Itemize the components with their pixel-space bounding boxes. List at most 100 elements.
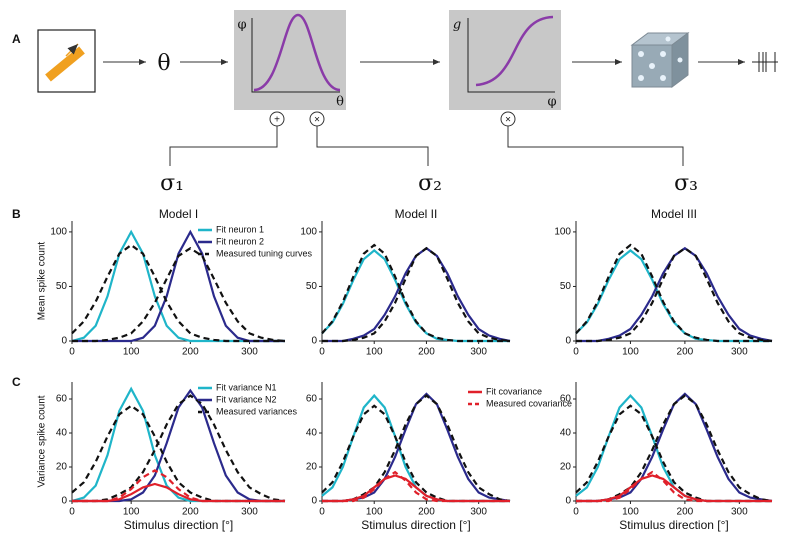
gain-axes <box>467 18 555 93</box>
axis-label: φ <box>237 18 246 33</box>
x-tick-label: 300 <box>731 347 748 358</box>
x-tick-label: 100 <box>622 347 639 358</box>
data-line <box>321 249 510 343</box>
y-axis-label: Variance spike count <box>37 395 48 487</box>
y-tick-label: 50 <box>306 281 318 292</box>
x-axis-label: Stimulus direction [°] <box>619 518 729 532</box>
x-tick-label: 100 <box>366 507 383 518</box>
data-line <box>322 246 511 343</box>
stimulus-box <box>37 29 96 93</box>
stimulus-bar <box>45 46 85 82</box>
data-line <box>71 404 285 503</box>
axis-label: g <box>453 18 461 33</box>
x-tick-label: 200 <box>677 347 694 358</box>
data-line <box>72 246 286 343</box>
y-tick-label: 0 <box>565 496 571 507</box>
data-line <box>322 246 511 343</box>
y-tick-label: 40 <box>306 428 318 439</box>
y-tick-label: 60 <box>560 394 572 405</box>
data-line <box>72 469 285 503</box>
panel-label: A <box>12 32 21 46</box>
data-line <box>321 404 510 503</box>
x-tick-label: 300 <box>470 347 487 358</box>
x-tick-label: 100 <box>123 347 140 358</box>
stimulus-label: θ <box>157 51 170 76</box>
noise-line <box>169 126 278 166</box>
spike-train <box>752 52 778 72</box>
y-tick-label: 20 <box>56 462 68 473</box>
y-tick-label: 0 <box>61 496 67 507</box>
chart-title: Model II <box>395 207 438 221</box>
y-tick-label: 0 <box>565 336 571 347</box>
x-tick-label: 200 <box>418 347 435 358</box>
stimulus-arrow <box>65 43 79 57</box>
y-tick-label: 20 <box>306 462 318 473</box>
x-tick-label: 300 <box>470 507 487 518</box>
legend-label: Fit variance N1 <box>216 382 277 392</box>
x-tick-label: 0 <box>573 347 579 358</box>
axis-label: φ <box>547 95 556 110</box>
y-axis-label: Mean spike count <box>37 242 48 321</box>
data-line <box>322 474 510 503</box>
x-tick-label: 0 <box>319 507 325 518</box>
x-tick-label: 100 <box>622 507 639 518</box>
legend-label: Fit neuron 1 <box>216 224 264 234</box>
data-line <box>576 474 772 503</box>
gain-curve <box>475 15 554 87</box>
legend-label: Measured covariance <box>486 398 572 408</box>
x-axis-label: Stimulus direction [°] <box>124 518 234 532</box>
y-tick-label: 100 <box>50 227 67 238</box>
x-tick-label: 100 <box>366 347 383 358</box>
chart-title: Model III <box>651 207 697 221</box>
x-tick-label: 200 <box>418 507 435 518</box>
dice-pips <box>638 36 683 81</box>
y-tick-label: 100 <box>300 227 317 238</box>
panel-label: C <box>12 375 21 389</box>
tuning-curve <box>253 13 341 92</box>
y-tick-label: 20 <box>560 462 572 473</box>
data-line <box>575 243 772 343</box>
legend-label: Fit variance N2 <box>216 394 277 404</box>
x-tick-label: 0 <box>69 507 75 518</box>
noise-line <box>316 126 429 166</box>
x-tick-label: 300 <box>241 507 258 518</box>
noise-label: σ₃ <box>674 171 698 196</box>
data-line <box>576 470 772 503</box>
y-tick-label: 60 <box>56 394 68 405</box>
x-tick-label: 200 <box>677 507 694 518</box>
legend-label: Fit neuron 2 <box>216 236 264 246</box>
x-tick-label: 300 <box>731 507 748 518</box>
noise-line <box>507 126 684 166</box>
x-tick-label: 0 <box>69 347 75 358</box>
x-tick-label: 300 <box>241 347 258 358</box>
legend-label: Measured tuning curves <box>216 248 313 258</box>
operator: × <box>505 115 511 126</box>
legend-label: Measured variances <box>216 406 298 416</box>
y-tick-label: 0 <box>311 336 317 347</box>
y-tick-label: 50 <box>56 281 68 292</box>
data-line <box>72 394 286 503</box>
x-tick-label: 200 <box>182 507 199 518</box>
diagram <box>37 10 778 166</box>
x-axis-label: Stimulus direction [°] <box>361 518 471 532</box>
data-line <box>71 243 285 343</box>
x-tick-label: 0 <box>573 507 579 518</box>
y-tick-label: 40 <box>56 428 68 439</box>
data-line <box>576 246 773 343</box>
operator: × <box>314 115 320 126</box>
panel-label: B <box>12 207 21 221</box>
y-tick-label: 0 <box>61 336 67 347</box>
y-tick-label: 50 <box>560 281 572 292</box>
y-tick-label: 0 <box>311 496 317 507</box>
y-tick-label: 100 <box>554 227 571 238</box>
noise-label: σ₂ <box>418 171 442 196</box>
noise-label: σ₁ <box>160 171 184 196</box>
data-line <box>321 393 510 503</box>
operator: + <box>274 115 280 126</box>
data-line <box>575 393 772 503</box>
x-tick-label: 200 <box>182 347 199 358</box>
gain-box <box>449 10 561 110</box>
y-tick-label: 60 <box>306 394 318 405</box>
x-tick-label: 100 <box>123 507 140 518</box>
